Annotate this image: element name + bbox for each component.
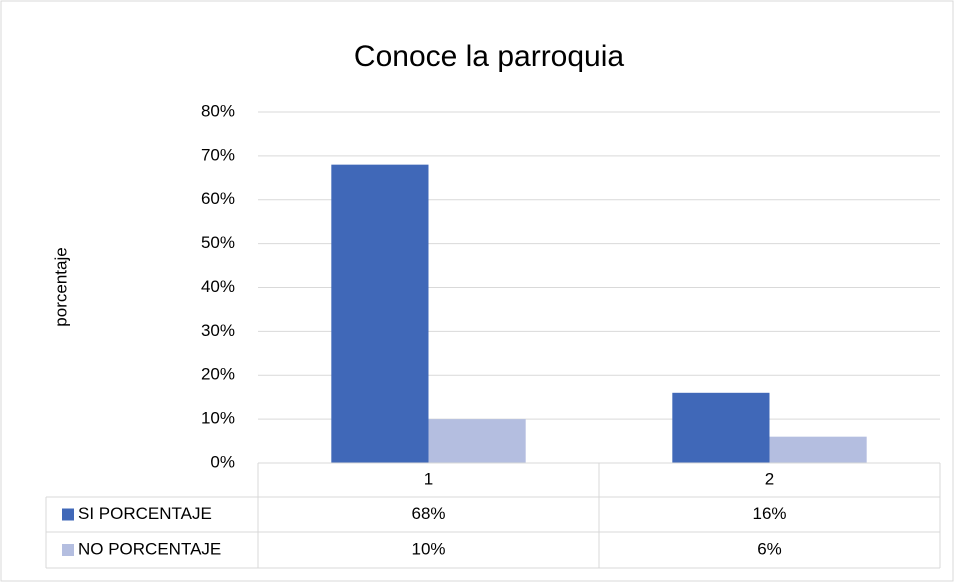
table-value: 10% [411,539,445,558]
legend-label: NO PORCENTAJE [78,539,221,558]
bar [428,419,526,463]
x-tick-label: 2 [765,469,774,488]
y-tick-label: 70% [201,145,235,164]
legend-swatch [62,508,74,521]
legend-label: SI PORCENTAJE [78,504,212,523]
y-tick-label: 30% [201,321,235,340]
y-axis-label: porcentaje [51,247,70,326]
y-tick-label: 10% [201,409,235,428]
bar [331,164,429,463]
table-value: 6% [757,539,782,558]
table-value: 68% [411,504,445,523]
y-tick-label: 20% [201,365,235,384]
y-tick-label: 60% [201,189,235,208]
y-tick-label: 80% [201,101,235,120]
legend-swatch [62,544,74,556]
bar [672,392,770,463]
table-value: 16% [752,504,786,523]
y-tick-label: 50% [201,233,235,252]
y-tick-label: 0% [210,452,235,471]
y-tick-label: 40% [201,277,235,296]
x-tick-label: 1 [424,469,433,488]
chart-title: Conoce la parroquia [354,40,624,73]
bar [769,436,867,463]
